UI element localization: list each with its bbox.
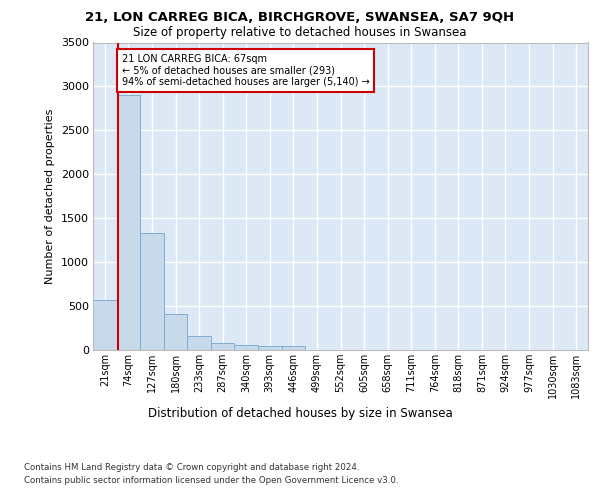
Text: Size of property relative to detached houses in Swansea: Size of property relative to detached ho… bbox=[133, 26, 467, 39]
Text: Contains public sector information licensed under the Open Government Licence v3: Contains public sector information licen… bbox=[24, 476, 398, 485]
Bar bbox=[93, 300, 116, 350]
Bar bbox=[164, 314, 187, 350]
Bar bbox=[281, 346, 305, 350]
Bar bbox=[258, 346, 281, 350]
Text: Distribution of detached houses by size in Swansea: Distribution of detached houses by size … bbox=[148, 408, 452, 420]
Y-axis label: Number of detached properties: Number of detached properties bbox=[45, 108, 55, 284]
Bar bbox=[116, 95, 140, 350]
Bar bbox=[140, 233, 164, 350]
Bar bbox=[187, 336, 211, 350]
Text: 21, LON CARREG BICA, BIRCHGROVE, SWANSEA, SA7 9QH: 21, LON CARREG BICA, BIRCHGROVE, SWANSEA… bbox=[85, 11, 515, 24]
Text: Contains HM Land Registry data © Crown copyright and database right 2024.: Contains HM Land Registry data © Crown c… bbox=[24, 462, 359, 471]
Bar bbox=[235, 345, 258, 350]
Text: 21 LON CARREG BICA: 67sqm
← 5% of detached houses are smaller (293)
94% of semi-: 21 LON CARREG BICA: 67sqm ← 5% of detach… bbox=[122, 54, 370, 87]
Bar bbox=[211, 343, 235, 350]
